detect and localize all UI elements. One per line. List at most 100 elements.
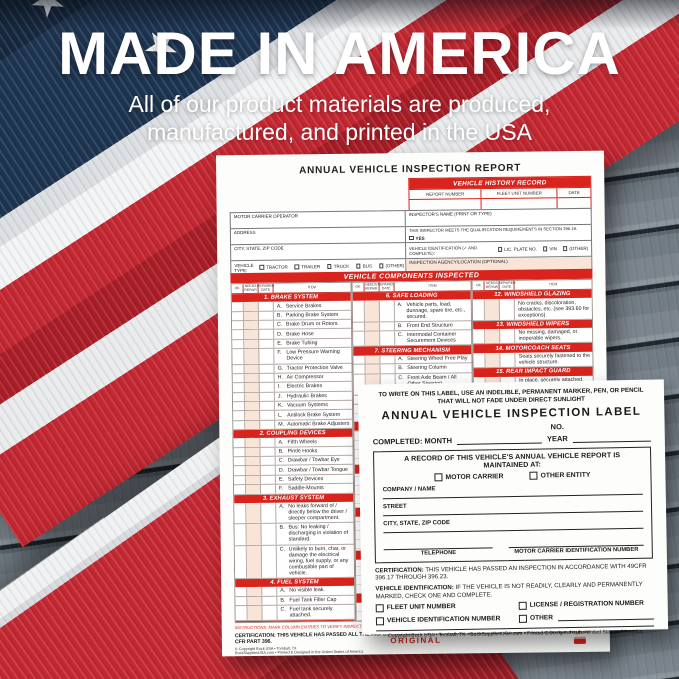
item-letter: E.	[278, 476, 284, 483]
ok-cell	[233, 447, 246, 457]
component-section-header: 5. LIGHTING DEVICES	[235, 620, 355, 624]
component-item-row: No cracks, discoloration, obstacles, etc…	[473, 298, 593, 321]
id-option: FLEET UNIT NUMBER	[375, 602, 511, 612]
repaired-date-cell	[380, 364, 396, 373]
item-text: Pintle Hooks	[287, 448, 318, 455]
item-text: No visible leak.	[289, 587, 325, 594]
item-letter: A.	[280, 588, 286, 595]
ok-cell	[232, 349, 245, 364]
item-text: Vacuum Systems	[286, 402, 328, 409]
item-text: Unlikely to burn, char, or damage the el…	[288, 545, 349, 577]
ok-cell	[473, 329, 486, 344]
vehicle-id-option-label: VIN	[549, 246, 557, 252]
needs-repair-cell	[245, 438, 261, 447]
item-letter: I.	[277, 384, 281, 391]
needs-repair-cell	[245, 456, 261, 466]
needs-repair-cell	[244, 330, 260, 339]
item-text: Automatic Brake Adjusters	[287, 420, 350, 428]
column-header: OK	[472, 281, 485, 291]
vehicle-type-option: TRUCK	[327, 264, 349, 269]
item-text: Brake Drum or Rotors	[285, 321, 338, 328]
item-letter: J.	[277, 393, 283, 400]
ok-cell	[233, 411, 246, 420]
item-letter: D.	[277, 331, 283, 338]
item-letter: D.	[278, 467, 285, 474]
needs-repair-cell	[244, 349, 260, 364]
item-letter: C.	[278, 457, 285, 464]
checkbox-icon	[542, 246, 548, 252]
component-item-row: F. Low Pressure Warning Device	[232, 347, 352, 365]
vehicle-id-option: (OTHER)	[562, 245, 589, 252]
item-cell: B. Bus: No leaking / discharging in viola…	[276, 523, 353, 544]
item-letter: B.	[276, 312, 282, 319]
street-field: STREET	[382, 499, 644, 517]
checkbox-icon	[518, 601, 527, 610]
repaired-date-cell	[260, 466, 276, 475]
item-letter: C.	[279, 546, 286, 553]
item-text: Steering Column	[407, 364, 447, 372]
item-text: Fuel Tank Filler Cap	[289, 596, 337, 604]
item-letter: E.	[277, 340, 283, 347]
item-cell: M. Automatic Brake Adjusters	[275, 419, 352, 428]
repaired-date-cell	[260, 438, 276, 447]
column-header: ITEM	[307, 284, 316, 289]
item-letter: L.	[278, 412, 283, 419]
ok-cell	[352, 300, 365, 322]
item-text: No missing, damaged, or inoperable wiper…	[518, 329, 578, 342]
repaired-date-cell	[258, 320, 275, 330]
needs-repair-cell	[247, 587, 263, 596]
vehicle-type-option-label: (OTHER)	[385, 263, 405, 269]
needs-repair-cell	[245, 475, 261, 485]
ok-cell	[473, 352, 486, 368]
component-item-row: C. Intermodal Container Securement Device…	[352, 330, 472, 348]
label-no-field: NO.	[550, 422, 565, 432]
id-option-label: OTHER	[529, 614, 554, 622]
checkbox-icon	[379, 263, 384, 269]
history-column-label: DATE	[568, 189, 580, 196]
item-text: Tractor Protection Valve	[286, 364, 343, 372]
components-column-1: OK NEEDS REPAIR REPAIRED DATE ITEM 1. BRAKE …	[230, 281, 356, 624]
ok-cell	[234, 545, 248, 579]
item-cell: Seats securely fastened to the vehicle s…	[516, 352, 593, 367]
record-option-label: OTHER ENTITY	[540, 471, 591, 480]
label-vehicle-identification: VEHICLE IDENTIFICATION: IF THE VEHICLE I…	[375, 581, 643, 601]
item-text: Electric Brakes	[286, 383, 323, 390]
checkbox-icon	[375, 603, 384, 612]
repaired-date-cell	[260, 475, 276, 485]
repaired-date-cell	[259, 401, 276, 411]
carrier-info-left: MOTOR CARRIER OPERATOR ADDRESS CITY, STA…	[230, 211, 407, 275]
item-letter: B.	[278, 448, 284, 455]
item-text: Hydraulic Brakes	[286, 392, 327, 400]
item-letter: A.	[397, 301, 403, 308]
item-text: Fifth Wheels	[287, 438, 317, 446]
needs-repair-cell	[485, 352, 501, 368]
component-item-row: A. No leaks forward of / directly below t…	[234, 501, 354, 525]
ok-cell	[233, 420, 246, 430]
ok-cell	[233, 466, 246, 476]
repaired-date-cell	[380, 354, 396, 364]
checkbox-icon	[259, 265, 265, 270]
repaired-date-cell	[260, 447, 276, 456]
ok-cell	[352, 322, 365, 331]
item-text: Saddle-Mounts	[287, 485, 324, 492]
carrier-info-right: INSPECTOR'S NAME (PRINT OR TYPE) THIS IN…	[405, 208, 592, 273]
component-item-row: B. Bus: No leaking / discharging in viola…	[234, 523, 354, 546]
repaired-date-cell	[258, 302, 274, 311]
item-letter: A.	[278, 439, 284, 446]
item-cell: No cracks, discoloration, obstacles, etc…	[515, 298, 592, 319]
item-cell: H. Air Compressor	[275, 373, 352, 382]
needs-repair-cell	[243, 320, 260, 330]
item-cell: G. Tractor Protection Valve	[275, 363, 352, 372]
month-blank-line	[456, 435, 543, 446]
vehicle-id-option-label: (OTHER)	[569, 245, 589, 252]
yes-checkbox	[408, 235, 414, 241]
item-cell: A. No visible leak.	[277, 586, 354, 595]
ok-cell	[231, 321, 245, 330]
item-letter: C.	[397, 332, 404, 339]
id-option-label: VEHICLE IDENTIFICATION NUMBER	[386, 615, 501, 625]
item-letter: A.	[398, 356, 404, 363]
ok-cell	[473, 299, 486, 320]
checkbox-icon	[294, 264, 300, 270]
ok-cell	[232, 392, 245, 402]
item-cell: C. Intermodal Container Securement Device…	[395, 330, 472, 345]
